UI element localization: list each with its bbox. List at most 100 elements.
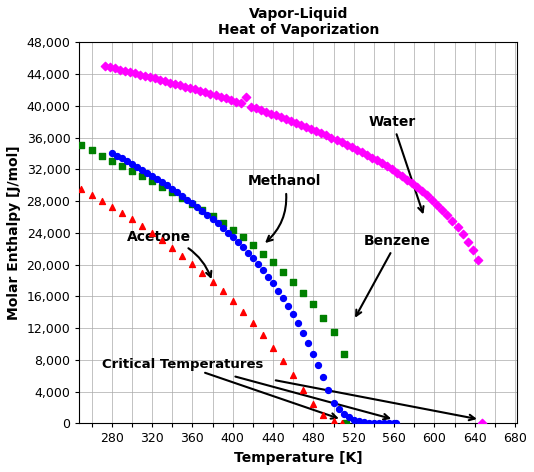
Point <box>198 269 207 277</box>
Point <box>453 223 462 231</box>
Point <box>349 416 358 423</box>
Point <box>413 183 421 191</box>
Point <box>254 261 262 268</box>
Point <box>113 152 121 160</box>
Point <box>117 155 126 162</box>
Point <box>218 287 227 295</box>
Point <box>231 98 240 105</box>
Point <box>393 169 402 177</box>
Point <box>122 157 131 165</box>
Point <box>87 147 96 154</box>
Point <box>324 387 333 394</box>
Point <box>468 246 477 254</box>
Point <box>262 108 270 116</box>
Point <box>128 216 136 223</box>
Point <box>314 362 323 369</box>
Point <box>176 82 185 89</box>
Point <box>390 420 398 427</box>
Point <box>337 138 346 146</box>
Point <box>233 238 242 246</box>
Point <box>327 134 336 142</box>
Point <box>138 222 146 230</box>
Point <box>307 125 316 133</box>
Point <box>264 273 272 280</box>
Point <box>274 287 282 295</box>
Point <box>380 420 388 427</box>
Point <box>319 411 328 419</box>
Point <box>367 154 376 161</box>
Point <box>248 254 257 262</box>
Point <box>258 331 267 339</box>
Point <box>168 185 176 193</box>
Point <box>27 118 35 126</box>
Point <box>47 169 56 177</box>
Point <box>47 127 56 135</box>
Point <box>423 192 431 199</box>
Point <box>156 76 164 84</box>
Point <box>269 344 277 352</box>
Point <box>294 320 302 327</box>
Point <box>158 236 167 244</box>
Point <box>168 244 176 252</box>
Point <box>196 87 205 95</box>
Point <box>477 420 486 427</box>
Point <box>136 71 144 78</box>
Point <box>359 418 368 426</box>
Point <box>239 244 247 251</box>
Point <box>216 93 225 101</box>
Point <box>339 410 348 418</box>
Point <box>188 200 197 207</box>
Point <box>408 179 417 187</box>
Point <box>277 113 285 121</box>
Point <box>239 308 247 316</box>
Point <box>237 100 245 107</box>
Point <box>241 93 250 101</box>
Point <box>342 420 350 427</box>
Point <box>337 420 346 427</box>
Point <box>107 203 116 211</box>
Point <box>378 160 386 167</box>
Point <box>188 200 197 207</box>
Point <box>6 150 15 157</box>
Point <box>206 90 215 98</box>
Point <box>203 211 212 219</box>
Point <box>128 167 136 175</box>
Point <box>375 420 383 427</box>
Point <box>344 413 353 421</box>
Point <box>342 141 351 148</box>
Point <box>198 206 207 213</box>
Point <box>128 160 136 168</box>
Point <box>148 229 156 237</box>
Point <box>115 66 124 73</box>
Point <box>474 256 482 263</box>
Point <box>248 242 257 249</box>
Point <box>168 188 176 196</box>
Point <box>198 207 207 215</box>
Point <box>383 162 391 170</box>
Point <box>252 104 260 112</box>
Point <box>355 417 363 425</box>
Title: Vapor-Liquid
Heat of Vaporization: Vapor-Liquid Heat of Vaporization <box>217 7 379 37</box>
Point <box>37 165 45 172</box>
Point <box>458 230 467 238</box>
Point <box>312 127 320 135</box>
Point <box>229 226 237 234</box>
Point <box>229 297 237 305</box>
Point <box>218 224 227 232</box>
Point <box>398 172 406 180</box>
Point <box>258 267 267 274</box>
Point <box>161 77 169 85</box>
Point <box>357 148 366 156</box>
Point <box>57 175 66 182</box>
Point <box>287 117 295 125</box>
Point <box>166 79 175 86</box>
Point <box>121 67 129 75</box>
Point <box>211 92 220 99</box>
Point <box>433 201 442 208</box>
Point <box>289 371 297 379</box>
Point <box>272 111 280 119</box>
Point <box>183 196 192 203</box>
Point <box>348 143 356 151</box>
Point <box>319 374 328 381</box>
Point <box>97 197 106 204</box>
